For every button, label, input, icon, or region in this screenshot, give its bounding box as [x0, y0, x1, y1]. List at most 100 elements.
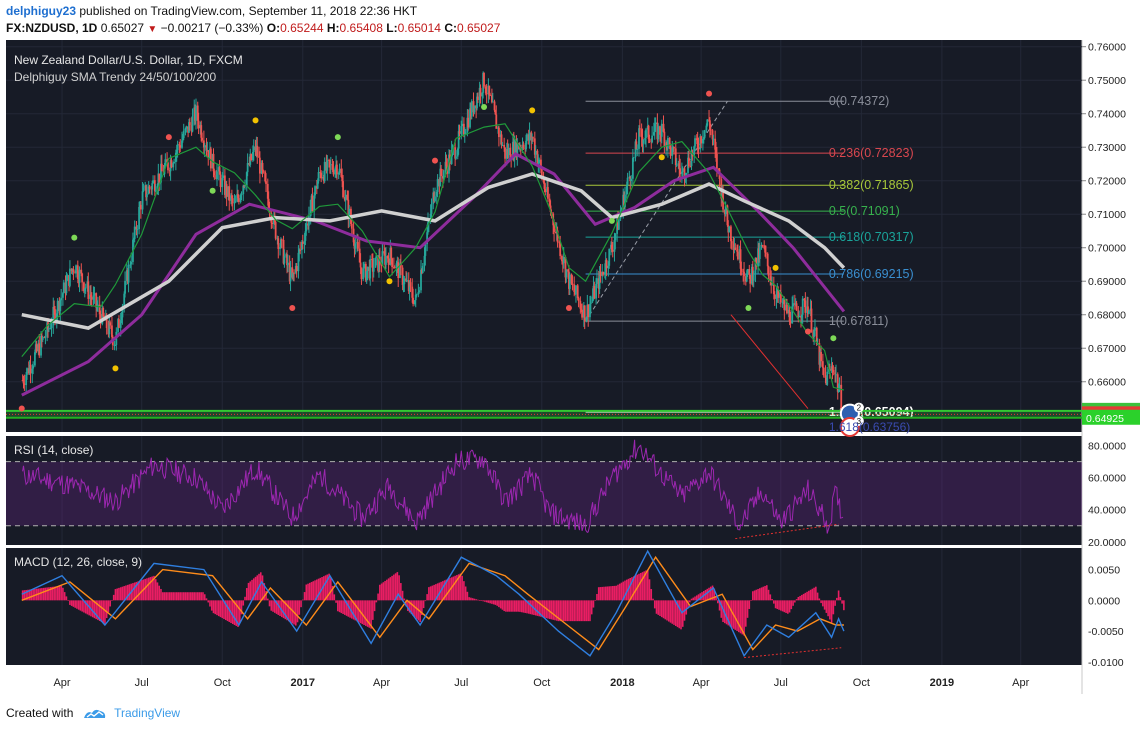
- macd-hist-bar: [344, 600, 346, 615]
- candle: [605, 258, 608, 277]
- rsi-title: RSI (14, close): [14, 443, 93, 457]
- candle: [317, 167, 320, 184]
- candle: [730, 224, 732, 249]
- candle-body: [634, 141, 637, 158]
- candle: [765, 245, 767, 259]
- candle-body: [170, 160, 173, 168]
- macd-hist-bar: [496, 600, 498, 606]
- tradingview-link[interactable]: TradingView: [114, 706, 181, 720]
- candle-body: [393, 267, 396, 269]
- macd-hist-bar: [273, 600, 276, 613]
- candle: [256, 137, 259, 164]
- candle: [160, 154, 163, 172]
- macd-hist-bar: [265, 590, 267, 601]
- macd-hist-bar: [492, 600, 495, 605]
- candle: [264, 170, 267, 183]
- macd-hist-bar: [200, 592, 203, 601]
- candle-body: [810, 308, 813, 331]
- high-value: 0.65408: [339, 21, 383, 35]
- macd-hist-bar: [188, 592, 190, 601]
- macd-hist-bar: [121, 586, 124, 601]
- candle-body: [503, 144, 506, 148]
- candle: [286, 250, 288, 274]
- macd-hist-bar: [284, 600, 287, 620]
- macd-hist-bar: [372, 600, 374, 620]
- candle-body: [354, 243, 357, 249]
- candle-body: [556, 230, 559, 243]
- candle-body: [491, 101, 494, 103]
- macd-hist-bar: [407, 600, 409, 611]
- macd-hist-bar: [594, 600, 597, 601]
- chart-canvas[interactable]: Apr Jul Oct 2017 Apr Jul Oct 2018 Apr Jul Oct 2019 A…: [6, 40, 1140, 694]
- candle-body: [136, 229, 139, 231]
- macd-hist-bar: [540, 600, 542, 617]
- macd-hist-bar: [829, 600, 831, 620]
- macd-hist-bar: [515, 600, 518, 612]
- candle: [434, 187, 436, 203]
- macd-hist-bar: [743, 600, 745, 636]
- x-tick-label: Oct: [853, 677, 870, 689]
- candle: [230, 189, 233, 207]
- macd-hist-bar: [153, 575, 155, 601]
- macd-hist-bar: [781, 600, 784, 612]
- event-badge[interactable]: 3: [839, 415, 864, 437]
- candle-body: [83, 288, 86, 292]
- candle-body: [274, 222, 277, 239]
- time-axis-background: [6, 665, 1082, 694]
- candle-body: [173, 162, 175, 164]
- candle-body: [737, 251, 739, 260]
- macd-hist-bar: [513, 600, 516, 612]
- candle: [681, 166, 684, 177]
- candle: [78, 266, 81, 293]
- x-tick-label: Apr: [1012, 677, 1029, 689]
- candle: [127, 259, 130, 293]
- macd-hist-bar: [634, 575, 637, 601]
- macd-hist-bar: [69, 600, 71, 605]
- macd-hist-bar: [752, 591, 754, 601]
- macd-hist-bar: [300, 600, 302, 608]
- candle-body: [798, 315, 801, 318]
- candle-body: [366, 266, 369, 272]
- candle-body: [766, 253, 769, 267]
- candle-body: [763, 245, 766, 249]
- macd-hist-bar: [140, 580, 143, 601]
- macd-hist-bar: [72, 600, 75, 607]
- fib-level-label: 0(0.74372): [829, 94, 889, 108]
- y-tick-label: 0.68000: [1088, 310, 1126, 322]
- macd-hist-bar: [688, 600, 691, 603]
- candle: [773, 291, 776, 306]
- macd-hist-bar: [238, 600, 241, 624]
- candle: [771, 276, 773, 286]
- macd-hist-bar: [491, 600, 493, 604]
- candle: [614, 233, 617, 250]
- macd-hist-bar: [132, 583, 134, 601]
- macd-hist-bar: [354, 600, 357, 621]
- trend-dot: [658, 154, 665, 161]
- candle: [712, 134, 715, 146]
- trend-dot: [481, 104, 488, 111]
- candle-body: [761, 244, 764, 246]
- candle: [387, 252, 390, 274]
- macd-hist-bar: [114, 589, 117, 601]
- candle-body: [146, 194, 148, 198]
- candle: [338, 163, 341, 175]
- macd-hist-bar: [39, 588, 41, 601]
- candle-body: [530, 132, 533, 141]
- candle-body: [56, 300, 59, 314]
- macd-hist-bar: [454, 575, 456, 601]
- candle-body: [258, 157, 261, 174]
- fib-level-label-clipped: 1.618(0.63756): [829, 420, 910, 434]
- macd-hist-bar: [193, 592, 196, 601]
- macd-hist-bar: [611, 586, 614, 601]
- candle: [418, 286, 421, 294]
- macd-hist-bar: [816, 592, 819, 601]
- macd-hist-bar: [822, 600, 824, 607]
- macd-hist-bar: [734, 600, 737, 630]
- candle-body: [309, 199, 312, 217]
- author-link[interactable]: delphiguy23: [6, 4, 77, 18]
- macd-hist-bar: [30, 589, 33, 601]
- macd-hist-bar: [603, 586, 605, 601]
- macd-tick-label: 0.0050: [1088, 565, 1120, 577]
- y-tick-label: 0.75000: [1088, 75, 1126, 87]
- candle-body: [320, 172, 323, 179]
